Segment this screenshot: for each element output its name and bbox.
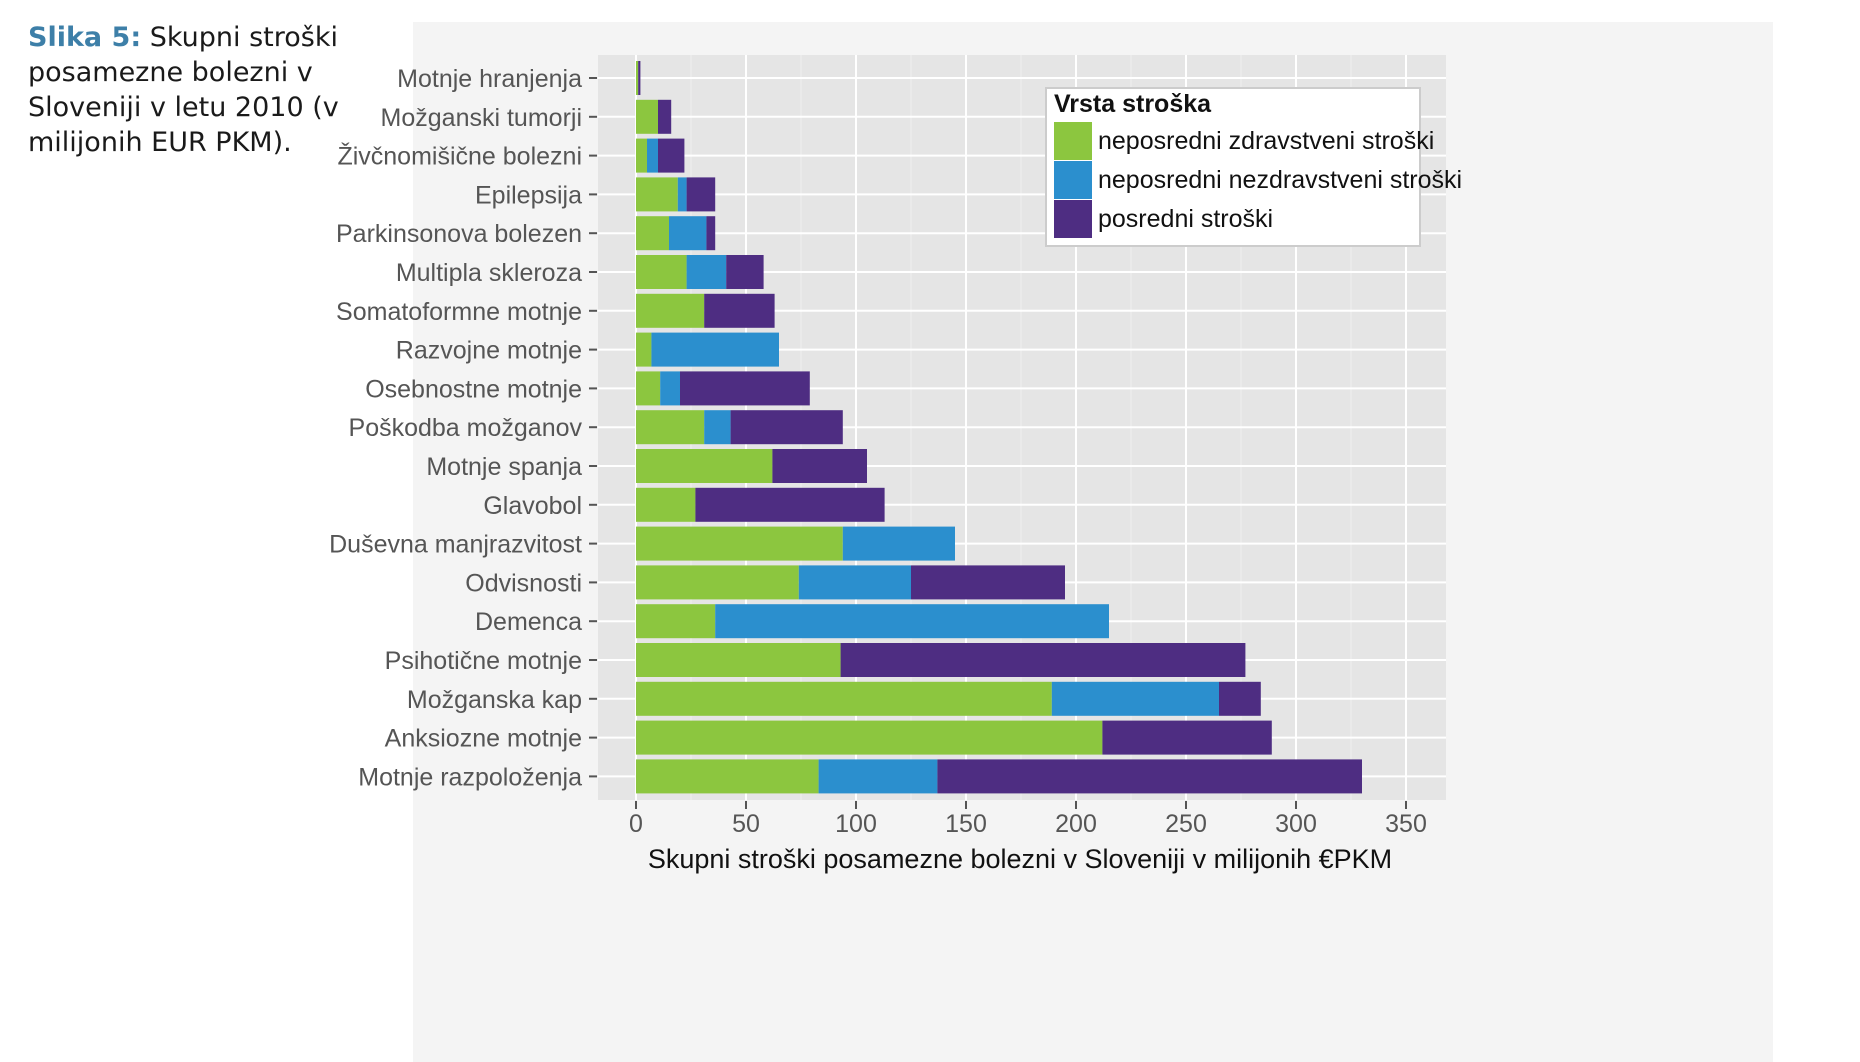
bar-segment — [636, 565, 799, 600]
bar-segment — [636, 61, 639, 95]
bar-segment — [840, 643, 1246, 677]
legend-swatch — [1054, 122, 1092, 160]
x-axis-title: Skupni stroški posamezne bolezni v Slove… — [648, 844, 1392, 874]
bar-segment — [636, 371, 661, 406]
legend: Vrsta stroška neposredni zdravstveni str… — [1045, 87, 1462, 247]
bar-segment — [636, 410, 705, 445]
bar-segment — [636, 216, 669, 251]
y-tick-label: Poškodba možganov — [349, 414, 583, 442]
bar-segment — [695, 487, 885, 522]
bar-segment — [660, 371, 680, 406]
x-axis: 0 50 100 150 200 250 300 350 — [629, 801, 1427, 838]
legend-title: Vrsta stroška — [1054, 90, 1212, 118]
x-tick-label: 300 — [1275, 810, 1317, 838]
y-tick-label: Živčnomišične bolezni — [337, 142, 582, 171]
y-tick-label: Možganski tumorji — [381, 104, 582, 132]
bar-segment — [677, 177, 687, 212]
bar-segment — [658, 138, 685, 173]
legend-swatch — [1054, 200, 1092, 238]
y-tick-label: Somatoformne motnje — [336, 298, 582, 326]
figure-caption-text: Skupni stroški posamezne bolezni v Slove… — [28, 22, 339, 158]
bar-segment — [686, 177, 716, 212]
bar-segment — [636, 759, 819, 794]
y-tick-label: Osebnostne motnje — [365, 375, 582, 403]
y-axis: Motnje hranjenja Možganski tumorji Živčnom… — [329, 65, 597, 791]
y-tick-label: Motnje hranjenja — [397, 65, 582, 93]
bar-segment — [1051, 681, 1219, 716]
bar-segment — [636, 681, 1052, 716]
bar-segment — [636, 138, 647, 173]
y-tick-label: Anksiozne motnje — [385, 725, 582, 753]
legend-box — [1045, 87, 1421, 247]
bar-segment — [704, 410, 731, 445]
bar-segment — [1219, 681, 1261, 716]
bar-segment — [636, 643, 841, 677]
bar-segment — [636, 604, 716, 639]
bar-segment — [715, 604, 1109, 639]
figure-caption-label: Slika 5: — [28, 22, 142, 53]
legend-label: neposredni zdravstveni stroški — [1098, 127, 1434, 155]
y-tick-label: Multipla skleroza — [396, 259, 582, 287]
x-tick-label: 150 — [945, 810, 987, 838]
bar-segment — [636, 177, 678, 212]
bar-segment — [1102, 720, 1272, 755]
bar-segment — [842, 526, 955, 561]
legend-label: neposredni nezdravstveni stroški — [1098, 166, 1462, 194]
bar-segment — [818, 759, 938, 794]
bar-segment — [638, 61, 641, 95]
legend-label: posredni stroški — [1098, 205, 1273, 233]
legend-items: neposredni zdravstveni stroški neposredni… — [1054, 122, 1462, 238]
bar-segment — [704, 293, 775, 328]
bar-segment — [647, 138, 658, 173]
bar-segment — [680, 371, 810, 406]
bar-segment — [669, 216, 707, 251]
bar-segment — [772, 449, 867, 483]
y-tick-label: Glavobol — [483, 492, 582, 520]
x-tick-label: 350 — [1385, 810, 1427, 838]
x-tick-label: 200 — [1055, 810, 1097, 838]
bar-segment — [636, 293, 705, 328]
bar-segment — [651, 332, 779, 367]
bar-segment — [636, 99, 658, 134]
y-tick-label: Motnje razpoloženja — [358, 763, 582, 791]
bar-segment — [686, 255, 727, 289]
bar-segment — [658, 99, 672, 134]
bar-segment — [636, 449, 773, 483]
bar-segment — [937, 759, 1362, 794]
bar-segment — [636, 487, 696, 522]
bar-segment — [730, 410, 843, 445]
bar-segment — [636, 332, 652, 367]
bar-segment — [636, 526, 843, 561]
bars — [636, 61, 1362, 794]
y-tick-label: Odvisnosti — [465, 569, 582, 597]
bar-segment — [798, 565, 911, 600]
y-tick-label: Možganska kap — [407, 686, 582, 714]
figure-caption: Slika 5: Skupni stroški posamezne bolezn… — [28, 20, 348, 160]
legend-swatch — [1054, 161, 1092, 199]
x-tick-label: 0 — [629, 810, 643, 838]
bar-segment — [636, 255, 687, 289]
y-tick-label: Motnje spanja — [426, 453, 582, 481]
y-tick-label: Epilepsija — [475, 181, 582, 209]
x-tick-label: 50 — [732, 810, 760, 838]
bar-segment — [911, 565, 1065, 600]
y-tick-label: Parkinsonova bolezen — [336, 220, 582, 248]
x-tick-label: 250 — [1165, 810, 1207, 838]
x-tick-label: 100 — [835, 810, 877, 838]
y-tick-label: Psihotične motnje — [385, 647, 582, 675]
bar-segment — [706, 216, 716, 251]
y-tick-label: Duševna manjrazvitost — [329, 531, 582, 559]
y-tick-label: Razvojne motnje — [396, 337, 582, 365]
bar-segment — [726, 255, 764, 289]
y-tick-label: Demenca — [475, 608, 582, 636]
bar-segment — [636, 720, 1103, 755]
